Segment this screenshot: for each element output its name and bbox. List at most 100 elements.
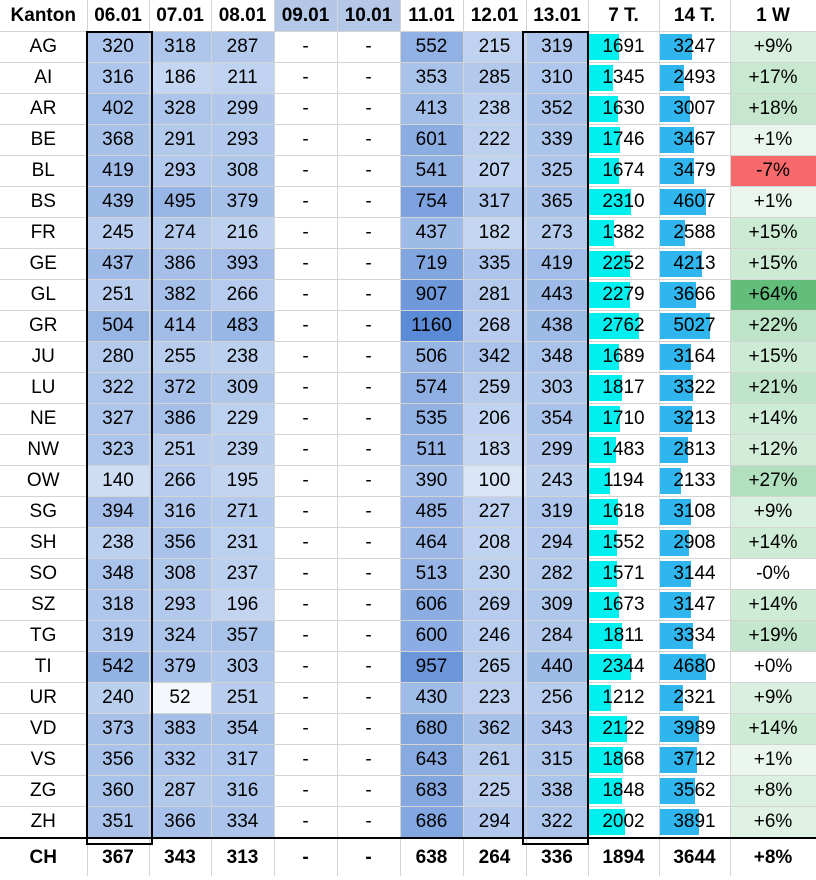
table-row: GR 504 414 483- -1160 268 438 2762 5027 +22% [0,310,816,342]
sum7-cell-value: 2122 [602,718,645,739]
day-cell: 504 [87,310,150,342]
day-cell-empty: - [274,837,338,876]
day-cell: 541 [400,155,464,187]
day-cell: 195 [211,465,275,497]
day-cell: 231 [211,527,275,559]
sum7-cell-value: 1345 [602,67,645,88]
kanton-cell: AI [0,62,88,94]
kanton-cell: OW [0,465,88,497]
day-cell: 281 [463,279,527,311]
day-cell: 338 [526,775,589,807]
day-cell: 310 [526,62,589,94]
sum14-cell-value: 3479 [673,160,716,181]
day-cell-empty: - [274,713,338,745]
table-row: NW 323 251 239- -511 183 299 1483 2813 +12% [0,434,816,466]
sum14-cell-bar [659,778,696,804]
week-change-cell: +15% [730,341,816,373]
sum7-cell: 2310 [588,186,660,218]
day-cell: 754 [400,186,464,218]
sum7-cell-bar [588,251,630,277]
sum7-cell: 1689 [588,341,660,373]
day-cell: 255 [149,341,212,373]
day-cell: 320 [87,31,150,63]
day-cell: 365 [526,186,589,218]
table-row: OW 140 266 195- -390 100 243 1194 2133 +27% [0,465,816,497]
day-cell: 683 [400,775,464,807]
week-change-cell: +17% [730,62,816,94]
sum7-cell: 1894 [588,837,660,876]
sum7-cell: 1868 [588,744,660,776]
day-cell: 383 [149,713,212,745]
sum7-cell-bar [588,282,631,308]
day-cell: 308 [149,558,212,590]
day-cell: 601 [400,124,464,156]
sum7-cell: 2762 [588,310,660,342]
day-cell: 324 [149,620,212,652]
table-row: AR 402 328 299- -413 238 352 1630 3007 +18% [0,93,816,125]
week-change-cell: -0% [730,558,816,590]
sum7-cell-value: 2310 [602,191,645,212]
day-cell: 606 [400,589,464,621]
kanton-cell: LU [0,372,88,404]
day-cell: 319 [526,31,589,63]
day-cell: 261 [463,744,527,776]
total-row: CH 367 343 313- -638 264 336 1894 3644 +8% [0,837,816,876]
sum14-cell-bar [659,96,690,122]
day-cell: 269 [463,589,527,621]
day-cell: 239 [211,434,275,466]
sum7-cell: 2344 [588,651,660,683]
sum14-cell-bar [659,623,693,649]
table-row: NE 327 386 229- -535 206 354 1710 3213 +14% [0,403,816,435]
day-cell: 282 [526,558,589,590]
day-cell: 464 [400,527,464,559]
day-cell-empty: - [274,248,338,280]
day-cell: 211 [211,62,275,94]
sum7-cell: 1848 [588,775,660,807]
sum7-cell-bar [588,127,621,153]
week-change-cell: +6% [730,806,816,839]
day-cell-empty: - [337,341,401,373]
sum7-cell: 1710 [588,403,660,435]
sum7-cell-value: 1382 [602,222,645,243]
week-change-cell: +1% [730,744,816,776]
day-cell-empty: - [337,682,401,714]
sum7-cell-bar [588,778,623,804]
day-cell: 273 [526,217,589,249]
day-cell: 318 [87,589,150,621]
sum14-cell: 3644 [659,837,731,876]
table-row: GE 437 386 393- -719 335 419 2252 4213 +15% [0,248,816,280]
table-row: TG 319 324 357- -600 246 284 1811 3334 +19% [0,620,816,652]
week-change-cell: +21% [730,372,816,404]
day-cell: 351 [87,806,150,839]
day-cell-empty: - [274,465,338,497]
sum14-cell: 3164 [659,341,731,373]
day-cell-empty: - [337,465,401,497]
sum14-cell: 2321 [659,682,731,714]
day-cell: 339 [526,124,589,156]
header-day: 08.01 [211,0,275,32]
sum7-cell-value: 2252 [602,253,645,274]
day-cell-empty: - [274,310,338,342]
day-cell: 327 [87,403,150,435]
day-cell-empty: - [337,775,401,807]
day-cell: 439 [87,186,150,218]
day-cell: 907 [400,279,464,311]
sum7-cell: 1345 [588,62,660,94]
sum14-cell: 3712 [659,744,731,776]
table-row: UR 240 52 251- -430 223 256 1212 2321 +9% [0,682,816,714]
week-change-cell: +9% [730,31,816,63]
day-cell-empty: - [274,434,338,466]
day-cell: 393 [211,248,275,280]
sum7-cell: 1691 [588,31,660,63]
sum14-cell-value: 2813 [673,439,716,460]
sum14-cell-value: 4680 [673,656,716,677]
sum7-cell-bar [588,96,619,122]
day-cell: 342 [463,341,527,373]
header-day: 13.01 [526,0,589,32]
kanton-cell: AG [0,31,88,63]
day-cell: 182 [463,217,527,249]
week-change-cell: +14% [730,713,816,745]
day-cell: 196 [211,589,275,621]
sum14-cell: 2588 [659,217,731,249]
day-cell: 373 [87,713,150,745]
